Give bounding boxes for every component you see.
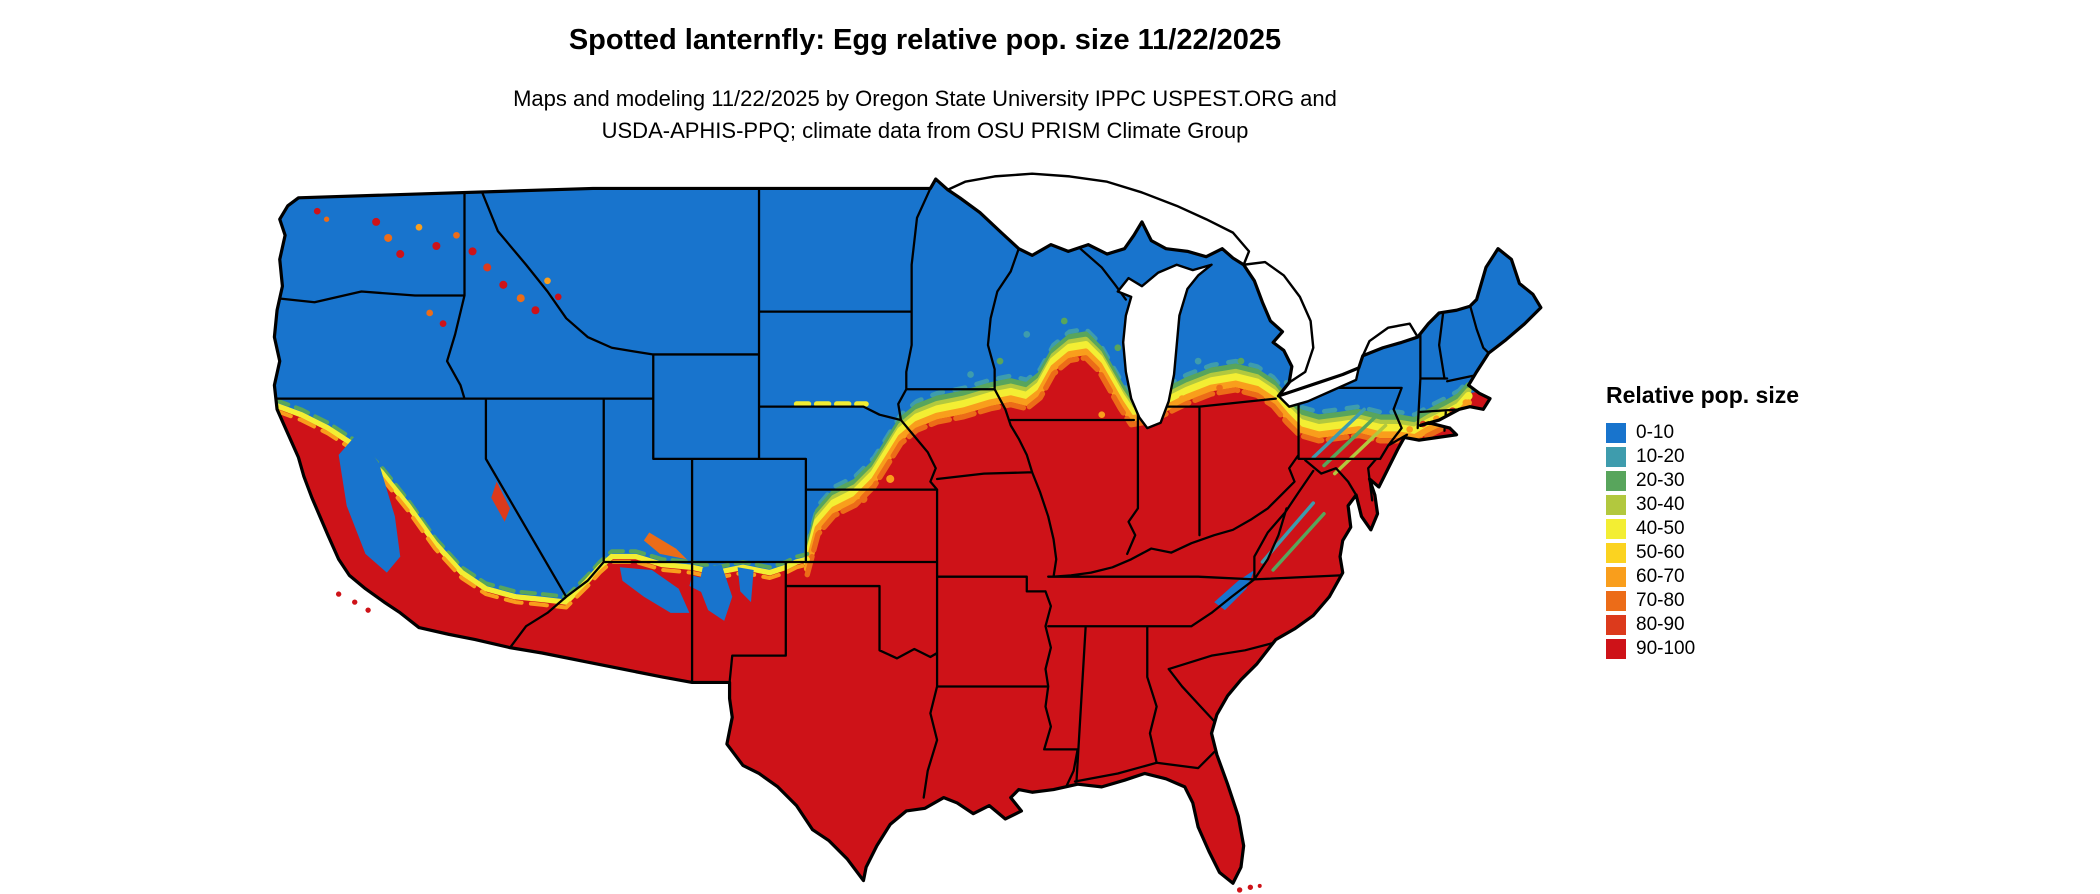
legend-label: 60-70 [1636,566,1685,587]
legend-items: 0-10 10-20 20-30 30-40 40-50 50-60 60-70 70-80 8… [1606,421,1799,661]
legend-swatch [1606,495,1626,515]
us-choropleth-map [272,172,1543,893]
mountain-cool-patches [338,433,1255,621]
legend-row: 0-10 [1606,421,1799,445]
legend-swatch [1606,543,1626,563]
legend-swatch [1606,567,1626,587]
legend-label: 10-20 [1636,446,1685,467]
subtitle-line-1: Maps and modeling 11/22/2025 by Oregon S… [513,86,1337,111]
legend-row: 50-60 [1606,541,1799,565]
appalachian-ridges [1260,407,1388,572]
legend: Relative pop. size 0-10 10-20 20-30 30-40 40… [1606,382,1799,661]
warm-valley-patches [491,481,687,560]
legend-label: 70-80 [1636,590,1685,611]
legend-swatch [1606,471,1626,491]
legend-row: 70-80 [1606,589,1799,613]
state-borders [274,187,1490,799]
legend-swatch [1606,447,1626,467]
legend-label: 20-30 [1636,470,1685,491]
legend-row: 90-100 [1606,637,1799,661]
legend-swatch [1606,615,1626,635]
legend-label: 30-40 [1636,494,1685,515]
legend-label: 90-100 [1636,638,1696,659]
subtitle-line-2: USDA-APHIS-PPQ; climate data from OSU PR… [601,118,1249,143]
legend-swatch [1606,591,1626,611]
legend-row: 30-40 [1606,493,1799,517]
legend-label: 40-50 [1636,518,1685,539]
legend-row: 80-90 [1606,613,1799,637]
northwest-mottling [313,207,562,327]
legend-label: 80-90 [1636,614,1685,635]
legend-swatch [1606,519,1626,539]
legend-row: 10-20 [1606,445,1799,469]
offshore-islands [335,591,1262,893]
page-title: Spotted lanternfly: Egg relative pop. si… [568,24,1282,56]
legend-row: 20-30 [1606,469,1799,493]
legend-swatch [1606,639,1626,659]
legend-label: 50-60 [1636,542,1685,563]
legend-row: 60-70 [1606,565,1799,589]
legend-title: Relative pop. size [1606,382,1800,408]
lake-michigan [1116,263,1213,430]
legend-swatch [1606,423,1626,443]
legend-label: 0-10 [1636,422,1675,443]
legend-row: 40-50 [1606,517,1799,541]
